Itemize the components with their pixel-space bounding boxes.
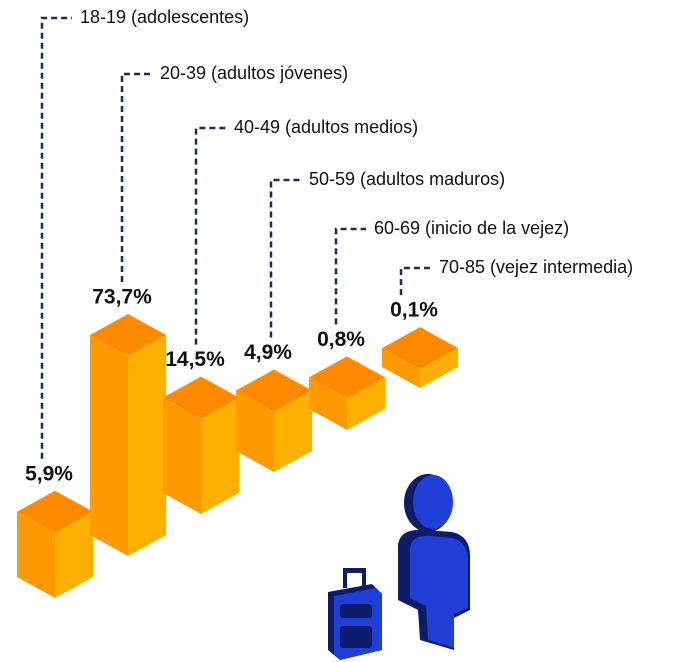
value-label: 0,8% (317, 328, 365, 351)
bar-right-face (347, 377, 385, 430)
bar-top (163, 376, 239, 419)
value-label: 14,5% (165, 348, 225, 371)
leader-line (120, 72, 152, 282)
bar-left-face (163, 397, 201, 514)
bar-right-face (274, 390, 312, 472)
category-label: 40-49 (adultos medios) (234, 117, 418, 137)
bar-right-face (420, 348, 458, 388)
bar-left-face (382, 348, 420, 388)
leader-line (334, 227, 366, 325)
bar-left-face (17, 511, 55, 598)
category-label: 20-39 (adultos jóvenes) (160, 63, 348, 83)
bar-top (90, 313, 166, 356)
bar-top (382, 327, 458, 370)
value-label: 4,9% (244, 341, 292, 364)
bar-left-face (236, 390, 274, 472)
category-label: 70-85 (vejez intermedia) (439, 257, 633, 277)
bar-top (236, 369, 312, 412)
bar-left-face (309, 377, 347, 430)
bar-top (17, 490, 93, 533)
bar-right-face (55, 511, 93, 598)
bar-top (309, 356, 385, 399)
value-label: 5,9% (25, 462, 73, 485)
category-label: 50-59 (adultos maduros) (309, 169, 505, 189)
category-label: 18-19 (adolescentes) (80, 7, 249, 27)
leader-line (399, 266, 431, 296)
leader-line (269, 178, 301, 338)
leader-line (194, 126, 226, 345)
bar-left-face (90, 334, 128, 556)
traveler-icon (328, 474, 470, 660)
value-label: 73,7% (92, 286, 152, 309)
bar-right-face (201, 397, 239, 514)
value-label: 0,1% (390, 299, 438, 322)
leader-line (40, 16, 72, 459)
category-label: 60-69 (inicio de la vejez) (374, 218, 569, 238)
bar-right-face (128, 334, 166, 556)
